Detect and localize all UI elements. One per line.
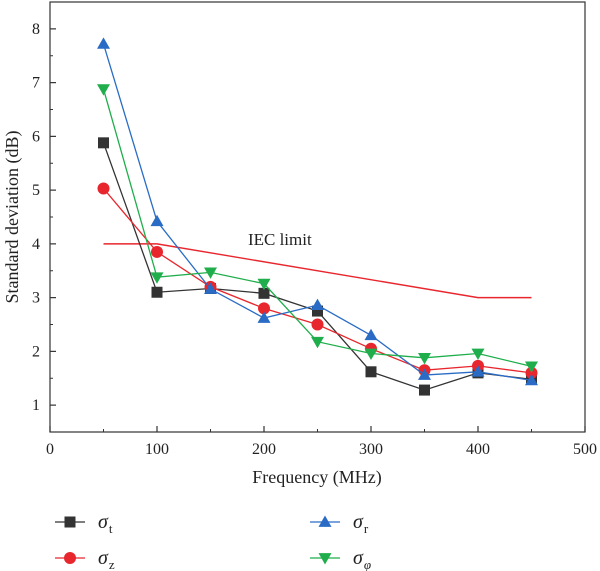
data-point <box>311 298 324 311</box>
data-point <box>471 348 485 361</box>
series-square <box>98 137 537 396</box>
data-point <box>204 282 217 294</box>
y-tick-label: 1 <box>32 397 40 414</box>
legend-marker <box>318 553 332 565</box>
data-point <box>97 84 110 96</box>
legend-label: σφ <box>353 547 371 571</box>
y-axis: 1 2 3 4 5 6 7 8 <box>32 21 56 414</box>
x-tick-label: 500 <box>573 441 597 458</box>
y-tick-label: 7 <box>32 75 40 92</box>
iec-limit-label: IEC limit <box>248 230 312 249</box>
series-layer <box>97 37 538 396</box>
data-point <box>364 328 378 341</box>
y-tick-label: 6 <box>32 128 40 145</box>
data-point <box>525 361 538 373</box>
data-point <box>257 311 271 323</box>
y-tick-label: 8 <box>32 21 40 38</box>
data-point <box>98 137 109 149</box>
data-point <box>151 286 163 298</box>
x-tick-label: 400 <box>466 441 490 458</box>
data-point <box>258 302 270 315</box>
x-axis-title: Frequency (MHz) <box>252 467 381 488</box>
series-circle <box>97 182 538 379</box>
legend-marker <box>64 552 76 564</box>
y-axis-title: Standard deviation (dB) <box>2 131 23 304</box>
data-point <box>418 352 431 365</box>
data-point <box>258 287 270 299</box>
y-tick-label: 5 <box>32 182 40 199</box>
data-point <box>311 336 324 349</box>
data-point <box>204 267 217 279</box>
series-line <box>102 142 532 391</box>
data-point <box>471 365 485 377</box>
legend-item: σr <box>310 511 369 536</box>
y-tick-label: 2 <box>32 343 40 360</box>
data-point <box>418 368 431 380</box>
x-tick-label: 0 <box>46 441 54 458</box>
legend-item: σz <box>55 547 115 571</box>
iec-limit-line <box>103 243 532 299</box>
series-triangle-down <box>97 84 538 373</box>
y-tick-label: 4 <box>32 236 40 253</box>
data-point <box>151 245 163 258</box>
legend-marker <box>64 516 76 528</box>
data-point <box>365 366 377 378</box>
legend-label: σr <box>353 511 369 536</box>
x-tick-label: 200 <box>252 441 276 458</box>
data-point <box>97 37 110 49</box>
legend-marker <box>318 515 332 527</box>
data-point <box>150 214 164 227</box>
data-point <box>525 373 538 386</box>
series-triangle-up <box>97 37 538 386</box>
legend: σt σz σr σφ <box>55 511 371 571</box>
x-tick-label: 300 <box>359 441 383 458</box>
data-point <box>150 272 164 284</box>
x-tick-label: 100 <box>145 441 169 458</box>
data-point <box>97 182 110 195</box>
data-point <box>364 348 378 361</box>
legend-label: σt <box>98 511 113 536</box>
data-point <box>312 305 323 317</box>
legend-item: σφ <box>310 547 371 571</box>
iec-limit-line-group: IEC limit <box>103 230 532 299</box>
data-point <box>419 384 430 396</box>
legend-item: σt <box>55 511 113 536</box>
legend-label: σz <box>98 547 115 571</box>
x-axis: 0 100 200 300 400 500 <box>46 426 597 458</box>
data-point <box>257 278 271 291</box>
y-tick-label: 3 <box>32 290 40 307</box>
data-point <box>311 318 324 331</box>
